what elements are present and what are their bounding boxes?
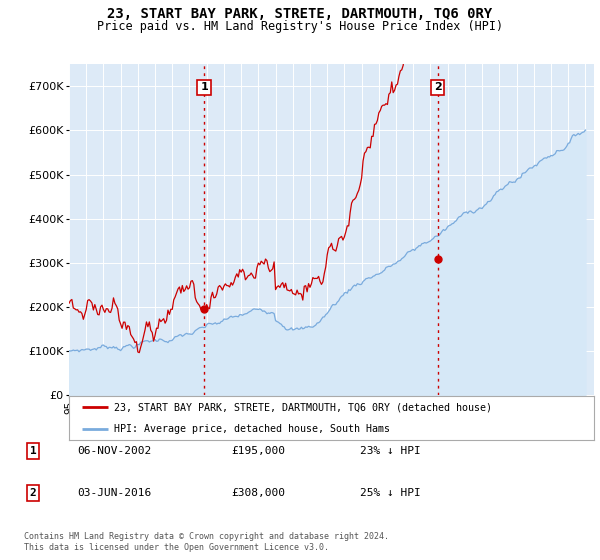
Text: 1: 1: [29, 446, 37, 456]
Text: 23, START BAY PARK, STRETE, DARTMOUTH, TQ6 0RY: 23, START BAY PARK, STRETE, DARTMOUTH, T…: [107, 7, 493, 21]
Text: 25% ↓ HPI: 25% ↓ HPI: [359, 488, 421, 498]
Text: 06-NOV-2002: 06-NOV-2002: [77, 446, 151, 456]
Text: £308,000: £308,000: [231, 488, 285, 498]
Text: Contains HM Land Registry data © Crown copyright and database right 2024.
This d: Contains HM Land Registry data © Crown c…: [24, 532, 389, 552]
Text: £195,000: £195,000: [231, 446, 285, 456]
Text: 23, START BAY PARK, STRETE, DARTMOUTH, TQ6 0RY (detached house): 23, START BAY PARK, STRETE, DARTMOUTH, T…: [113, 402, 491, 412]
Text: 2: 2: [434, 82, 442, 92]
Text: 03-JUN-2016: 03-JUN-2016: [77, 488, 151, 498]
Text: Price paid vs. HM Land Registry's House Price Index (HPI): Price paid vs. HM Land Registry's House …: [97, 20, 503, 33]
Text: 2: 2: [29, 488, 37, 498]
Text: 1: 1: [200, 82, 208, 92]
Text: 23% ↓ HPI: 23% ↓ HPI: [359, 446, 421, 456]
Text: HPI: Average price, detached house, South Hams: HPI: Average price, detached house, Sout…: [113, 424, 389, 434]
